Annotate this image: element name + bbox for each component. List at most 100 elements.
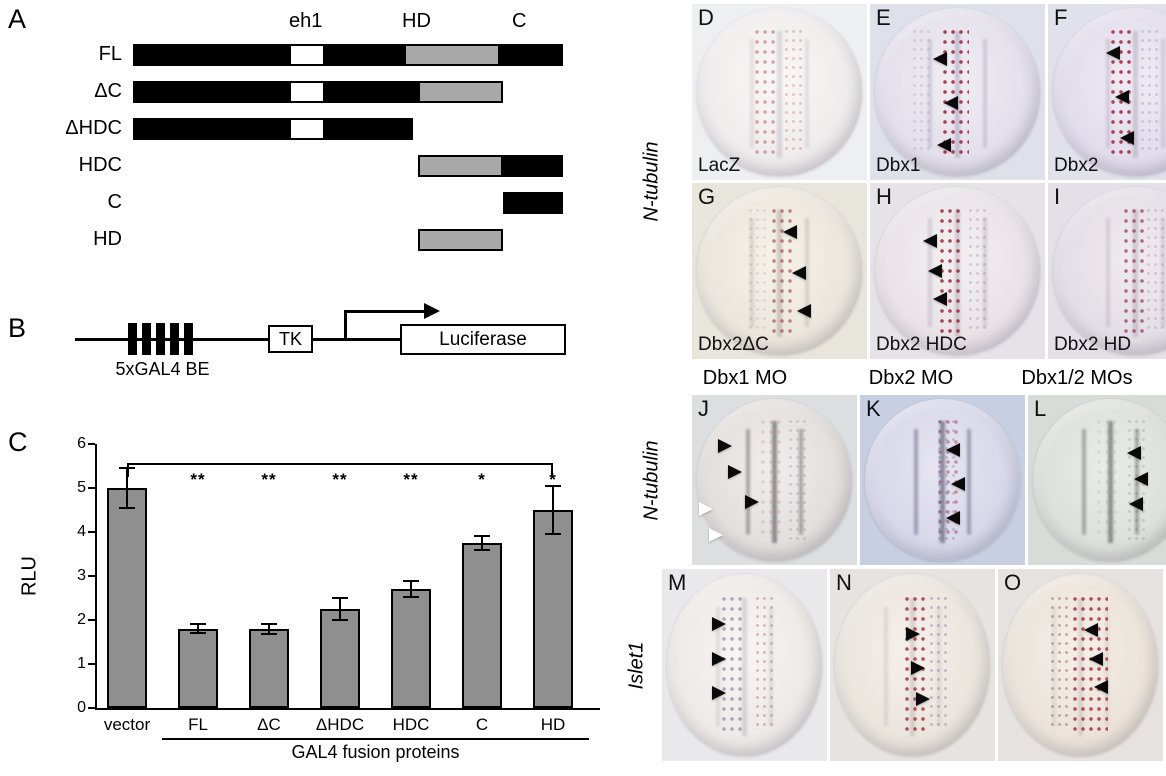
micrograph-grid-top: D LacZ E Dbx1 F Dbx2 G Dbx2ΔC H Dbx2 HDC I Dbx2 HD [692,4,1166,359]
micrograph-panel-L: L [1028,395,1166,565]
gal4-binding-sites-icon [128,323,193,355]
embryo-image [1053,187,1166,355]
significance-marker: ** [261,470,277,489]
error-cap [190,632,206,635]
y-tick-label: 6 [77,435,86,452]
section-overexpression: N-tubulin D LacZ E Dbx1 F Dbx2 G Dbx2ΔC H Dbx2 HD… [612,4,1166,359]
construct-name: FL [98,43,122,65]
arrowhead-icon [933,292,948,307]
bar-HD [533,510,573,708]
stain-speckles-primary [759,417,783,540]
significance-marker: ** [190,470,206,489]
y-tick [88,487,95,489]
error-cap [545,484,561,487]
arrowhead-icon [744,495,759,510]
micrograph-panel-G: G Dbx2ΔC [692,183,868,359]
embryo-image [1053,8,1166,176]
embryo-image [875,8,1040,176]
panel-letter: H [876,184,892,209]
stain-speckles-secondary [967,205,989,333]
mo-header-dbx1: Dbx1 MO [702,366,788,389]
stain-speckles-secondary [782,26,805,154]
arrowhead-icon [943,95,958,110]
embryo-image [697,187,862,355]
embryo-image [666,573,823,757]
y-tick [88,575,95,577]
construct-track [133,228,568,251]
construct-track [133,43,568,66]
error-bar [339,598,341,620]
x-tick-label: FL [188,715,208,734]
panel-letter: I [1054,184,1061,209]
tk-promoter-box: TK [268,325,313,353]
bracket-tick [551,463,553,477]
x-tick-label: HDC [392,715,430,734]
x-axis [95,708,600,710]
error-cap [474,548,490,551]
panel-caption: LacZ [698,155,741,176]
bracket-tick [127,463,129,477]
y-tick-label: 0 [77,699,86,716]
binding-site-bar [128,323,137,355]
arrowhead-icon [1128,497,1143,511]
x-tick-label: vector [103,715,151,734]
micrograph-panel-D: D LacZ [692,4,868,180]
y-tick-label: 1 [77,655,86,672]
arrowhead-icon [718,439,733,454]
transcription-arrow-shaft [344,310,426,313]
construct-track [133,154,568,177]
stain-speckles-primary [937,205,965,333]
arrowhead-icon [791,265,806,280]
y-tick-label: 2 [77,611,86,628]
error-cap [403,580,419,583]
panel-b-reporter-diagram: B 5xGAL4 BE TK Luciferase [0,299,612,411]
bar-vector [107,488,147,708]
error-cap [119,506,135,509]
arrowhead-icon [933,51,948,66]
embryo-image [1002,573,1159,757]
arrowhead-icon [910,661,925,676]
domain-segment-gray [418,80,503,103]
panel-a-construct-diagrams: A eh1 HD C FL ΔC ΔHDC HDC C HD [0,4,612,296]
white-arrowhead-icon [708,527,723,542]
error-cap [332,597,348,599]
error-cap [403,596,419,599]
arrowhead-icon [922,234,937,249]
construct-row-C: C [0,184,568,221]
mo-header-dbx2: Dbx2 MO [868,366,954,389]
bar-FL [178,628,218,708]
error-cap [332,619,348,621]
embryo-image [875,187,1040,355]
x-tick-label: ΔC [257,715,281,734]
construct-row-ΔC: ΔC [0,73,568,110]
stain-speckles-secondary [1049,593,1070,733]
y-tick-label: 5 [77,479,86,496]
row-label-n-tubulin-top: N-tubulin [640,141,663,222]
error-cap [545,533,561,536]
arrowhead-icon [905,626,920,641]
error-bar [481,536,483,550]
arrowhead-icon [1093,680,1108,695]
construct-name: C [107,191,122,213]
stain-speckles-primary [753,26,778,154]
error-cap [261,633,277,636]
binding-site-bar [170,323,179,355]
arrowhead-icon [945,510,960,525]
arrowhead-icon [927,263,942,278]
panel-letter: G [698,184,716,209]
section-ntubulin-morphants: N-tubulin J K L [612,395,1166,565]
arrowhead-icon [711,686,726,701]
neural-stripe-stain [883,408,1002,548]
arrowhead-icon [1088,651,1103,666]
section-islet1-morphants: Islet1 M N O [612,569,1166,761]
panel-letter: K [866,396,881,421]
white-arrowhead-icon [698,502,713,517]
row-label-islet1: Islet1 [625,641,648,689]
micrograph-panel-K: K [860,395,1026,565]
construct-track [133,117,568,140]
significance-marker: ** [332,470,348,489]
domain-segment-white [289,80,325,103]
group-underline [162,738,589,740]
y-tick-label: 4 [77,523,86,540]
